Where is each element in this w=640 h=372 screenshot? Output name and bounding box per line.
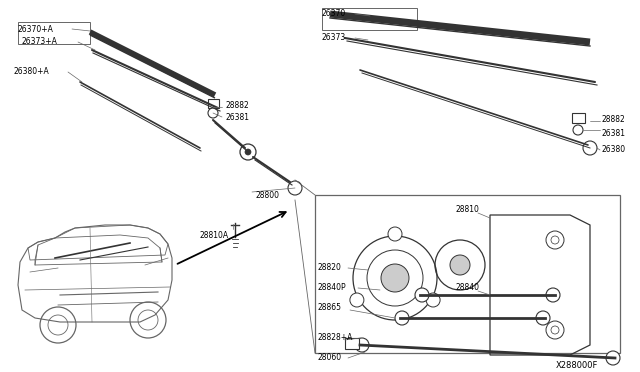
Text: 28865: 28865 <box>318 304 342 312</box>
Text: 26380: 26380 <box>602 145 626 154</box>
Bar <box>322 8 417 30</box>
Circle shape <box>546 288 560 302</box>
Circle shape <box>245 149 251 155</box>
Text: 28820: 28820 <box>318 263 342 273</box>
Circle shape <box>395 311 409 325</box>
Text: 26373+A: 26373+A <box>22 38 58 46</box>
Text: 26381: 26381 <box>225 113 249 122</box>
Bar <box>208 99 219 108</box>
Circle shape <box>355 338 369 352</box>
Bar <box>18 22 90 44</box>
Bar <box>572 113 585 123</box>
Circle shape <box>450 255 470 275</box>
Text: 28840P: 28840P <box>318 283 347 292</box>
Text: 28800: 28800 <box>255 190 279 199</box>
Text: 28060: 28060 <box>318 353 342 362</box>
Text: 26370: 26370 <box>322 10 346 19</box>
Circle shape <box>381 264 409 292</box>
Circle shape <box>388 227 402 241</box>
Circle shape <box>350 293 364 307</box>
Text: 26381: 26381 <box>602 128 626 138</box>
Text: 28882: 28882 <box>225 100 249 109</box>
Circle shape <box>426 293 440 307</box>
Text: 28882: 28882 <box>602 115 626 125</box>
Text: 28810: 28810 <box>455 205 479 215</box>
Bar <box>345 338 359 349</box>
Text: 26373: 26373 <box>322 33 346 42</box>
Circle shape <box>288 181 302 195</box>
Text: 26380+A: 26380+A <box>14 67 50 77</box>
Circle shape <box>573 125 583 135</box>
Text: 28828+A: 28828+A <box>318 334 353 343</box>
Circle shape <box>415 288 429 302</box>
Text: 28840: 28840 <box>455 283 479 292</box>
Circle shape <box>583 141 597 155</box>
Circle shape <box>606 351 620 365</box>
Circle shape <box>208 108 218 118</box>
Circle shape <box>536 311 550 325</box>
Text: X288000F: X288000F <box>556 360 598 369</box>
Text: 28810A: 28810A <box>200 231 229 240</box>
Bar <box>315 195 620 353</box>
Circle shape <box>240 144 256 160</box>
Text: 26370+A: 26370+A <box>18 25 54 33</box>
